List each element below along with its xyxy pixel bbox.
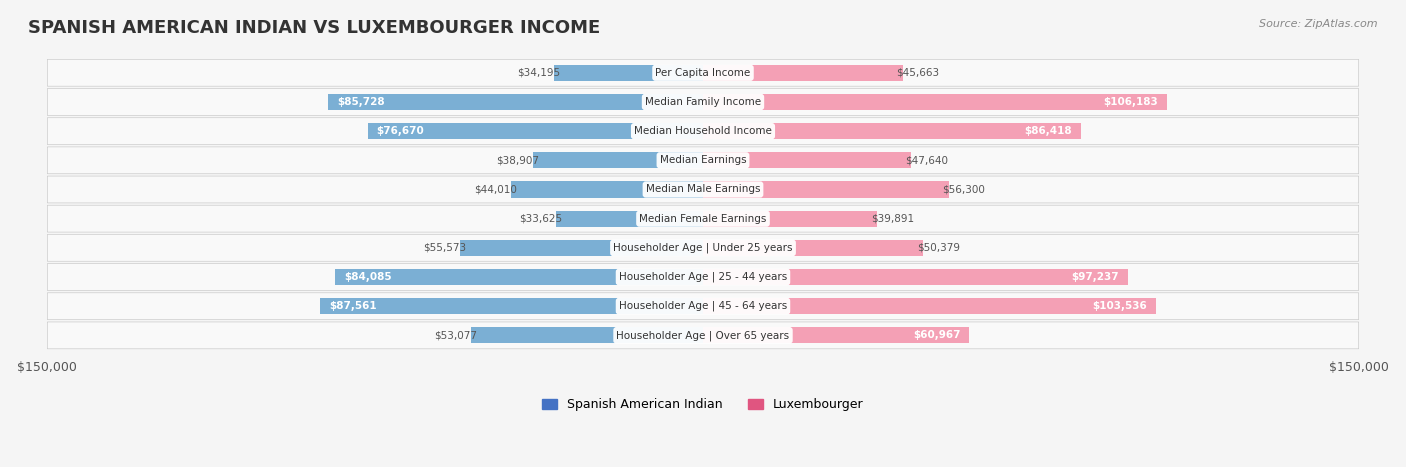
Bar: [471, 327, 703, 343]
Text: SPANISH AMERICAN INDIAN VS LUXEMBOURGER INCOME: SPANISH AMERICAN INDIAN VS LUXEMBOURGER …: [28, 19, 600, 37]
Bar: [703, 240, 924, 256]
Text: $55,573: $55,573: [423, 243, 467, 253]
FancyBboxPatch shape: [48, 89, 1358, 115]
Bar: [703, 182, 949, 198]
Text: $39,891: $39,891: [870, 214, 914, 224]
Bar: [460, 240, 703, 256]
Text: $45,663: $45,663: [896, 68, 939, 78]
Text: Householder Age | 45 - 64 years: Householder Age | 45 - 64 years: [619, 301, 787, 311]
Text: $84,085: $84,085: [344, 272, 392, 282]
Text: $33,625: $33,625: [519, 214, 562, 224]
FancyBboxPatch shape: [48, 322, 1358, 349]
Bar: [328, 94, 703, 110]
Text: $38,907: $38,907: [496, 156, 540, 165]
Text: Median Male Earnings: Median Male Earnings: [645, 184, 761, 194]
Text: $56,300: $56,300: [942, 184, 986, 194]
Bar: [533, 152, 703, 168]
Text: Source: ZipAtlas.com: Source: ZipAtlas.com: [1260, 19, 1378, 28]
Bar: [703, 211, 877, 226]
Text: $97,237: $97,237: [1071, 272, 1119, 282]
Bar: [703, 269, 1128, 285]
Text: $76,670: $76,670: [377, 126, 425, 136]
Text: $85,728: $85,728: [337, 97, 385, 107]
FancyBboxPatch shape: [48, 293, 1358, 319]
Text: $60,967: $60,967: [914, 330, 960, 340]
Text: $106,183: $106,183: [1104, 97, 1159, 107]
Text: $34,195: $34,195: [517, 68, 560, 78]
Text: Householder Age | Over 65 years: Householder Age | Over 65 years: [616, 330, 790, 340]
Bar: [703, 94, 1167, 110]
Text: $53,077: $53,077: [434, 330, 478, 340]
Text: $47,640: $47,640: [904, 156, 948, 165]
FancyBboxPatch shape: [48, 176, 1358, 203]
Text: $86,418: $86,418: [1025, 126, 1071, 136]
Bar: [555, 211, 703, 226]
Text: Householder Age | 25 - 44 years: Householder Age | 25 - 44 years: [619, 272, 787, 282]
Text: $50,379: $50,379: [917, 243, 960, 253]
Text: Median Household Income: Median Household Income: [634, 126, 772, 136]
FancyBboxPatch shape: [48, 147, 1358, 174]
Bar: [368, 123, 703, 139]
Text: Median Earnings: Median Earnings: [659, 156, 747, 165]
FancyBboxPatch shape: [48, 59, 1358, 86]
Bar: [703, 152, 911, 168]
Text: Per Capita Income: Per Capita Income: [655, 68, 751, 78]
Bar: [321, 298, 703, 314]
Bar: [336, 269, 703, 285]
Text: $103,536: $103,536: [1092, 301, 1147, 311]
Bar: [703, 65, 903, 81]
Text: $44,010: $44,010: [474, 184, 517, 194]
FancyBboxPatch shape: [48, 234, 1358, 261]
Text: Median Family Income: Median Family Income: [645, 97, 761, 107]
Text: $87,561: $87,561: [329, 301, 377, 311]
Bar: [703, 327, 970, 343]
Legend: Spanish American Indian, Luxembourger: Spanish American Indian, Luxembourger: [537, 393, 869, 416]
Text: Householder Age | Under 25 years: Householder Age | Under 25 years: [613, 242, 793, 253]
Text: Median Female Earnings: Median Female Earnings: [640, 214, 766, 224]
Bar: [554, 65, 703, 81]
FancyBboxPatch shape: [48, 205, 1358, 232]
FancyBboxPatch shape: [48, 263, 1358, 290]
Bar: [703, 123, 1081, 139]
FancyBboxPatch shape: [48, 118, 1358, 145]
Bar: [703, 298, 1156, 314]
Bar: [510, 182, 703, 198]
